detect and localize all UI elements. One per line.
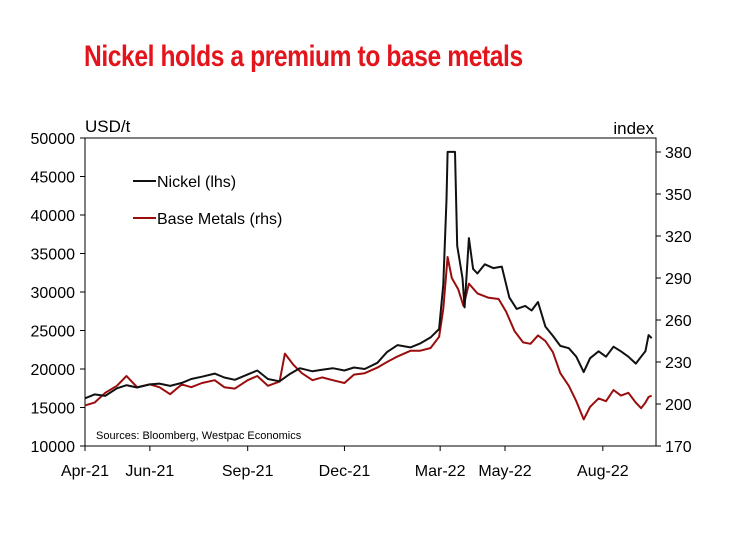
series-line-nickel	[84, 150, 653, 400]
legend-label-base-metals: Base Metals (rhs)	[157, 211, 282, 228]
legend-label-nickel: Nickel (lhs)	[157, 174, 236, 191]
x-axis-ticks: Apr-21 Jun-21 Sep-21 Dec-21 Mar-22 May-22 Aug-…	[61, 446, 629, 480]
right-tick-label: 350	[665, 187, 692, 204]
right-tick-label: 260	[665, 313, 692, 330]
left-tick-label: 50000	[31, 131, 76, 148]
left-tick-label: 25000	[31, 324, 76, 341]
x-tick-label: Apr-21	[61, 463, 109, 480]
source-note: Sources: Bloomberg, Westpac Economics	[96, 430, 302, 442]
left-tick-label: 45000	[31, 170, 76, 187]
x-tick-label: May-22	[478, 463, 531, 480]
left-tick-label: 30000	[31, 285, 76, 302]
legend: Nickel (lhs) Base Metals (rhs)	[133, 174, 282, 228]
x-tick-label: Jun-21	[125, 463, 174, 480]
left-tick-label: 35000	[31, 247, 76, 264]
left-tick-label: 40000	[31, 208, 76, 225]
x-tick-label: Mar-22	[415, 463, 466, 480]
right-tick-label: 290	[665, 271, 692, 288]
right-tick-label: 170	[665, 439, 692, 456]
left-axis-ticks: 50000 45000 40000 35000 30000 25000 20000 15000…	[31, 131, 85, 456]
right-tick-label: 380	[665, 145, 692, 162]
right-axis-ticks: 380 350 320 290 260 230 200 170	[656, 145, 692, 456]
left-tick-label: 15000	[31, 401, 76, 418]
right-tick-label: 320	[665, 229, 692, 246]
x-tick-label: Dec-21	[319, 463, 371, 480]
right-tick-label: 200	[665, 397, 692, 414]
series-layer	[84, 150, 653, 421]
left-tick-label: 20000	[31, 362, 76, 379]
right-axis-label: index	[613, 119, 654, 138]
chart-title: Nickel holds a premium to base metals	[84, 40, 523, 73]
right-tick-label: 230	[665, 355, 692, 372]
left-axis-label: USD/t	[85, 117, 131, 136]
x-tick-label: Sep-21	[222, 463, 274, 480]
series-line-base-metals	[84, 256, 653, 421]
x-tick-label: Aug-22	[577, 463, 629, 480]
left-tick-label: 10000	[31, 439, 76, 456]
